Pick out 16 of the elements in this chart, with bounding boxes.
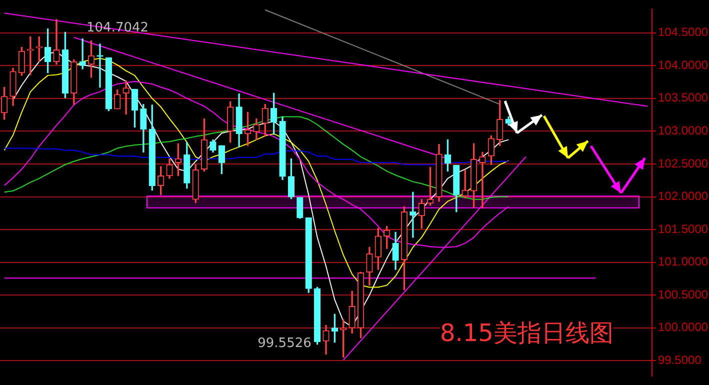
y-tick-label: 104.0000 (658, 58, 708, 72)
annotation: 99.5526 (258, 336, 312, 352)
y-tick-label: 103.0000 (658, 123, 708, 138)
candlestick (122, 80, 130, 114)
candlestick (479, 152, 486, 208)
y-tick-label: 101.0000 (658, 254, 708, 269)
text: 8.15美指日线图 (440, 318, 614, 348)
y-tick-label: 100.0000 (658, 320, 708, 334)
y-tick-label: 100.5000 (658, 287, 708, 302)
y-tick-label: 104.5000 (658, 25, 708, 40)
y-tick-label: 101.5000 (658, 222, 708, 236)
y-tick-label: 102.5000 (658, 156, 708, 170)
candlestick (410, 192, 416, 238)
y-tick-label: 102.0000 (658, 189, 708, 204)
y-tick-label: 103.5000 (658, 90, 708, 105)
y-tick-label: 99.5000 (658, 353, 702, 368)
